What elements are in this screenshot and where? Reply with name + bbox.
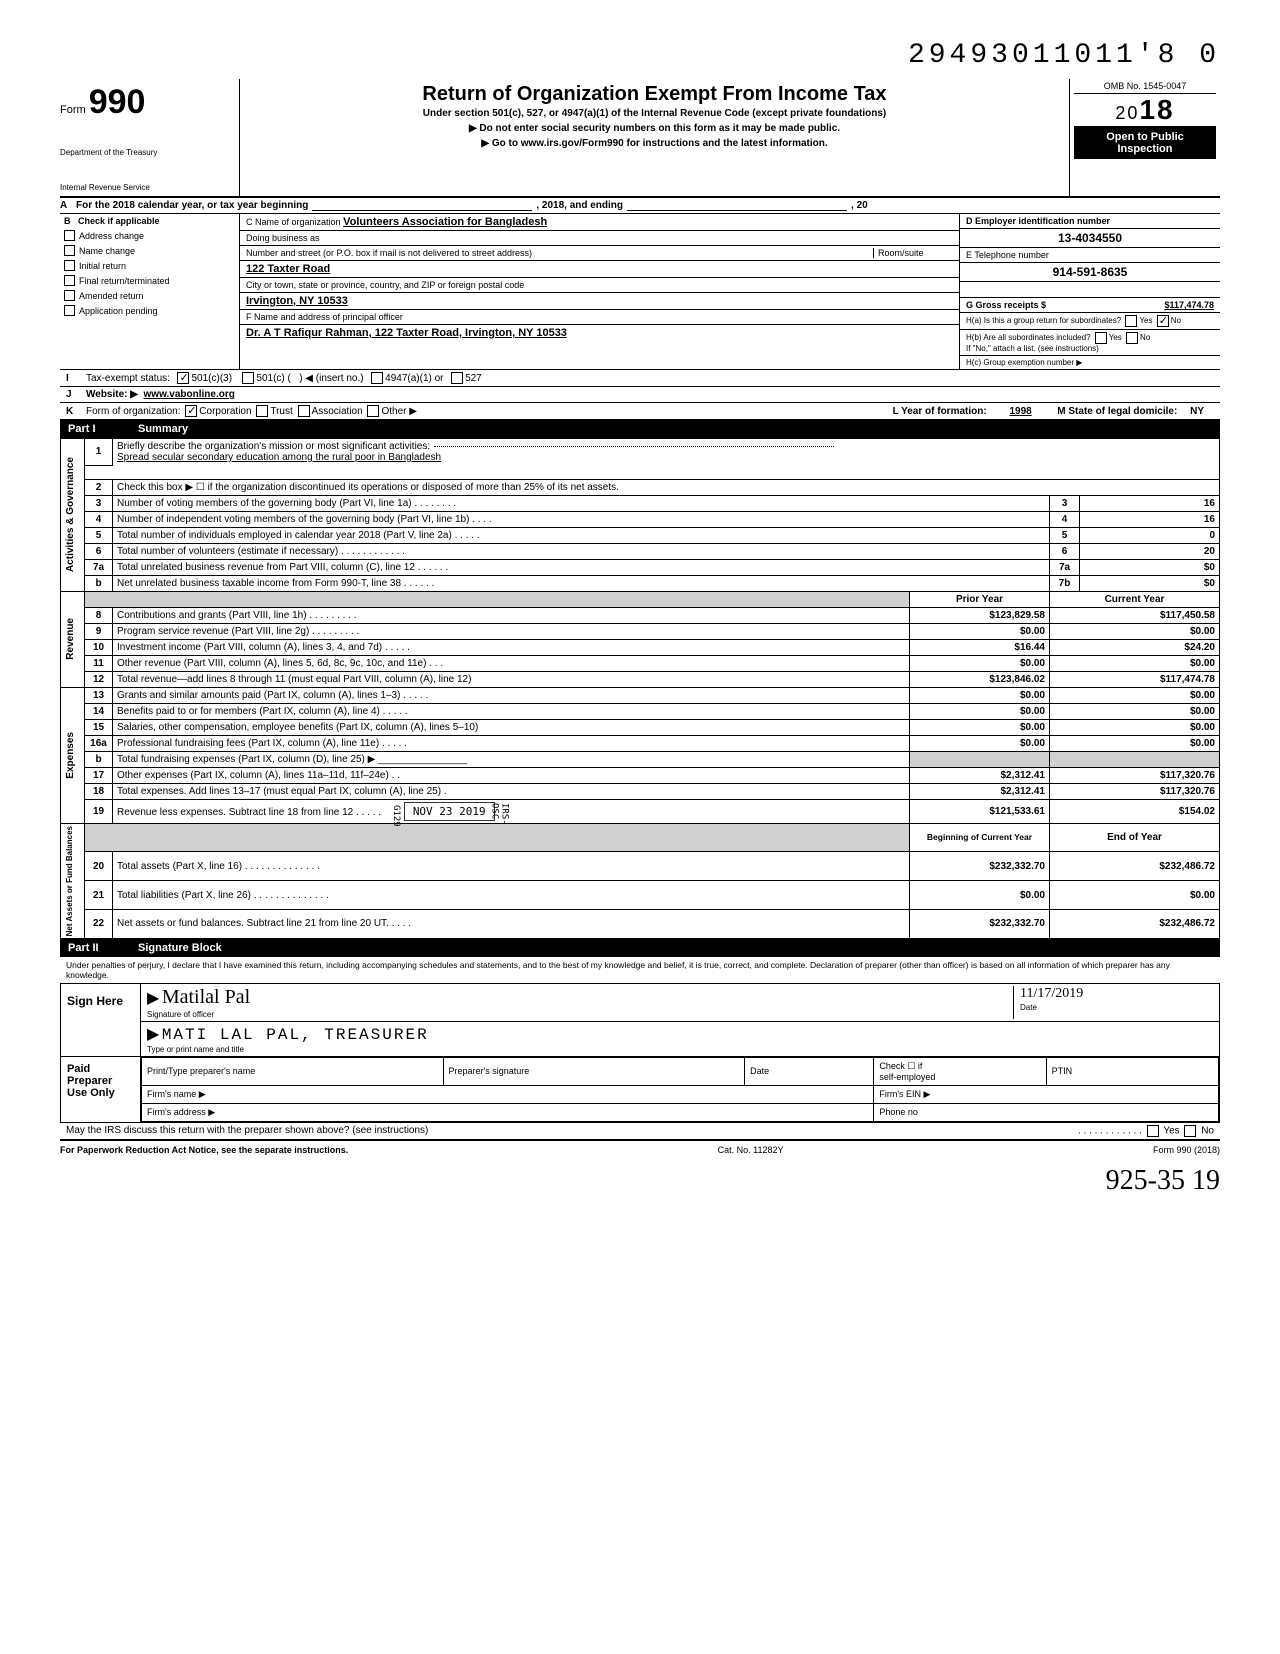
form-label: Form 990 [60, 83, 231, 122]
tax-year: 20201818 [1074, 94, 1216, 127]
form-subtitle: Under section 501(c), 527, or 4947(a)(1)… [246, 108, 1063, 119]
chk-ha-no[interactable] [1157, 315, 1169, 327]
table-row: 19 Revenue less expenses. Subtract line … [61, 799, 1220, 823]
chk-initial-return[interactable]: Initial return [60, 258, 239, 273]
table-row: bTotal fundraising expenses (Part IX, co… [61, 751, 1220, 767]
row-i-tax-exempt: I Tax-exempt status: 501(c)(3) 501(c) ( … [60, 370, 1220, 387]
instruction-1: ▶ Do not enter social security numbers o… [246, 123, 1063, 134]
chk-ha-yes[interactable] [1125, 315, 1137, 327]
dept-treasury: Department of the Treasury [60, 148, 231, 157]
table-row: 9Program service revenue (Part VIII, lin… [61, 623, 1220, 639]
table-row: 11Other revenue (Part VIII, column (A), … [61, 655, 1220, 671]
row-k-form-org: K Form of organization: Corporation Trus… [60, 403, 1220, 420]
ein: 13-4034550 [960, 229, 1220, 248]
chk-corporation[interactable] [185, 405, 197, 417]
table-row: 15Salaries, other compensation, employee… [61, 719, 1220, 735]
website-url: www.vabonline.org [144, 389, 235, 400]
chk-527[interactable] [451, 372, 463, 384]
form-title: Return of Organization Exempt From Incom… [246, 83, 1063, 106]
officer-signature: Matilal Pal [162, 986, 250, 1008]
omb-number: OMB No. 1545-0047 [1074, 81, 1216, 94]
chk-discuss-yes[interactable] [1147, 1125, 1159, 1137]
sign-here-label: Sign Here [61, 984, 141, 1056]
form-number: 990 [89, 83, 146, 121]
chk-final-return[interactable]: Final return/terminated [60, 273, 239, 288]
paid-preparer-section: Paid Preparer Use Only Print/Type prepar… [60, 1057, 1220, 1123]
chk-application-pending[interactable]: Application pending [60, 303, 239, 318]
col-d-ein-phone: D Employer identification number 13-4034… [960, 214, 1220, 369]
handwritten-annotation: 925-35 19 [60, 1165, 1220, 1197]
top-document-number: 29493011011'8 0 [60, 40, 1220, 71]
table-row: 17Other expenses (Part IX, column (A), l… [61, 767, 1220, 783]
side-label-revenue: Revenue [65, 618, 76, 660]
org-address: 122 Taxter Road [246, 263, 330, 275]
chk-hb-yes[interactable] [1095, 332, 1107, 344]
table-row: 7aTotal unrelated business revenue from … [61, 559, 1220, 575]
signature-declaration: Under penalties of perjury, I declare th… [60, 957, 1220, 983]
summary-table: Activities & Governance 1 Briefly descri… [60, 438, 1220, 939]
irs-received-stamp: G129 NOV 23 2019 IRS-OSC [404, 802, 495, 821]
table-row: 4Number of independent voting members of… [61, 511, 1220, 527]
chk-4947[interactable] [371, 372, 383, 384]
table-row: 20Total assets (Part X, line 16) . . . .… [61, 852, 1220, 881]
irs-discuss-row: May the IRS discuss this return with the… [60, 1123, 1220, 1141]
part-2-header: Part II Signature Block [60, 939, 1220, 957]
row-a-tax-year: A For the 2018 calendar year, or tax yea… [60, 198, 1220, 214]
section-bcd: BCheck if applicable Address change Name… [60, 214, 1220, 370]
chk-amended-return[interactable]: Amended return [60, 288, 239, 303]
chk-association[interactable] [298, 405, 310, 417]
chk-501c[interactable] [242, 372, 254, 384]
state-domicile: NY [1180, 406, 1214, 417]
org-name: Volunteers Association for Bangladesh [343, 216, 547, 228]
table-row: 21Total liabilities (Part X, line 26) . … [61, 881, 1220, 910]
form-header: Form 990 Department of the Treasury Inte… [60, 79, 1220, 198]
table-row: 18Total expenses. Add lines 13–17 (must … [61, 783, 1220, 799]
page-footer: For Paperwork Reduction Act Notice, see … [60, 1141, 1220, 1159]
table-row: 5Total number of individuals employed in… [61, 527, 1220, 543]
open-to-public: Open to PublicInspection [1074, 127, 1216, 159]
chk-other[interactable] [367, 405, 379, 417]
chk-name-change[interactable]: Name change [60, 243, 239, 258]
dept-irs: Internal Revenue Service [60, 183, 231, 192]
side-label-expenses: Expenses [65, 732, 76, 779]
table-row: 6Total number of volunteers (estimate if… [61, 543, 1220, 559]
chk-trust[interactable] [256, 405, 268, 417]
chk-hb-no[interactable] [1126, 332, 1138, 344]
principal-officer: Dr. A T Rafiqur Rahman, 122 Taxter Road,… [246, 327, 567, 339]
table-row: 10Investment income (Part VIII, column (… [61, 639, 1220, 655]
year-formation: 1998 [989, 406, 1051, 417]
table-row: 3Number of voting members of the governi… [61, 495, 1220, 511]
table-row: 8Contributions and grants (Part VIII, li… [61, 607, 1220, 623]
chk-address-change[interactable]: Address change [60, 228, 239, 243]
side-label-net-assets: Net Assets or Fund Balances [65, 826, 74, 936]
gross-receipts: $117,474.78 [1164, 300, 1214, 310]
telephone: 914-591-8635 [960, 263, 1220, 282]
table-row: 14Benefits paid to or for members (Part … [61, 703, 1220, 719]
chk-discuss-no[interactable] [1184, 1125, 1196, 1137]
col-c-org-info: C Name of organization Volunteers Associ… [240, 214, 960, 369]
mission-text: Spread secular secondary education among… [117, 452, 441, 463]
officer-name-title: MATI LAL PAL, TREASURER [162, 1026, 429, 1044]
table-row: 16aProfessional fundraising fees (Part I… [61, 735, 1220, 751]
org-city: Irvington, NY 10533 [246, 295, 348, 307]
col-b-checkboxes: BCheck if applicable Address change Name… [60, 214, 240, 369]
table-row: 12Total revenue—add lines 8 through 11 (… [61, 671, 1220, 687]
instruction-2: ▶ Go to www.irs.gov/Form990 for instruct… [246, 138, 1063, 149]
signature-date: 11/17/2019 [1020, 986, 1083, 1001]
chk-501c3[interactable] [177, 372, 189, 384]
row-j-website: J Website: ▶ www.vabonline.org [60, 387, 1220, 403]
part-1-header: Part I Summary [60, 420, 1220, 438]
table-row: 22Net assets or fund balances. Subtract … [61, 910, 1220, 939]
side-label-governance: Activities & Governance [65, 457, 76, 572]
table-row: bNet unrelated business taxable income f… [61, 575, 1220, 591]
